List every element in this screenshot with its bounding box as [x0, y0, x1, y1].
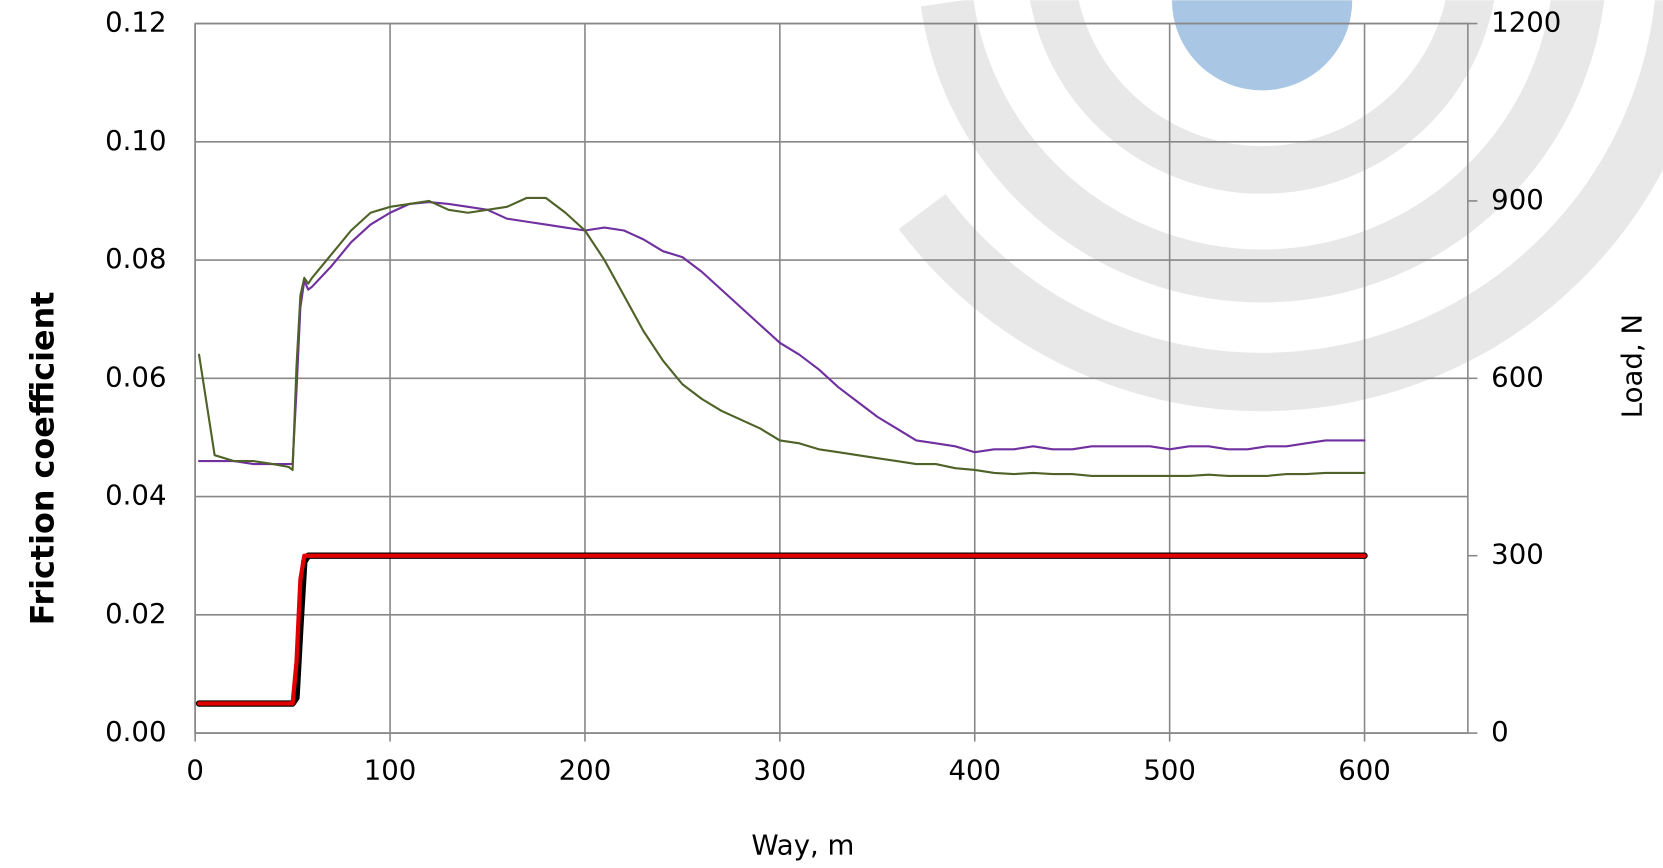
- x-tick-label: 400: [948, 753, 1001, 786]
- y2-tick-label: 0: [1491, 715, 1509, 748]
- y-tick-label: 0.10: [105, 124, 166, 157]
- y-tick-label: 0.00: [105, 715, 166, 748]
- x-tick-label: 0: [186, 753, 204, 786]
- y-tick-label: 0.12: [105, 6, 166, 39]
- series-line: [197, 201, 1366, 466]
- series-line: [196, 553, 1367, 706]
- y-tick-label: 0.02: [105, 597, 166, 630]
- y-axis-title: Friction coefficient: [24, 292, 62, 626]
- x-tick-label: 300: [754, 753, 807, 786]
- y2-axis-title: Load, N: [1615, 314, 1648, 418]
- y2-tick-label: 1200: [1491, 6, 1561, 39]
- series-line: [197, 196, 1366, 477]
- y2-tick-label: 600: [1491, 360, 1544, 393]
- watermark: [810, 0, 1663, 412]
- x-tick-label: 600: [1338, 753, 1391, 786]
- x-axis-title: Way, m: [751, 829, 854, 862]
- x-tick-label: 200: [559, 753, 612, 786]
- watermark-ring: [810, 0, 1663, 412]
- y-tick-label: 0.08: [105, 242, 166, 275]
- y-tick-label: 0.04: [105, 479, 166, 512]
- watermark-ring: [920, 0, 1605, 303]
- x-tick-label: 500: [1143, 753, 1196, 786]
- series-line: [195, 552, 1368, 707]
- y2-tick-label: 900: [1491, 183, 1544, 216]
- y2-tick-label: 300: [1491, 538, 1544, 571]
- x-tick-label: 100: [364, 753, 417, 786]
- y-tick-label: 0.06: [105, 360, 166, 393]
- watermark-disc: [1171, 0, 1353, 91]
- watermark-ring: [1029, 0, 1495, 194]
